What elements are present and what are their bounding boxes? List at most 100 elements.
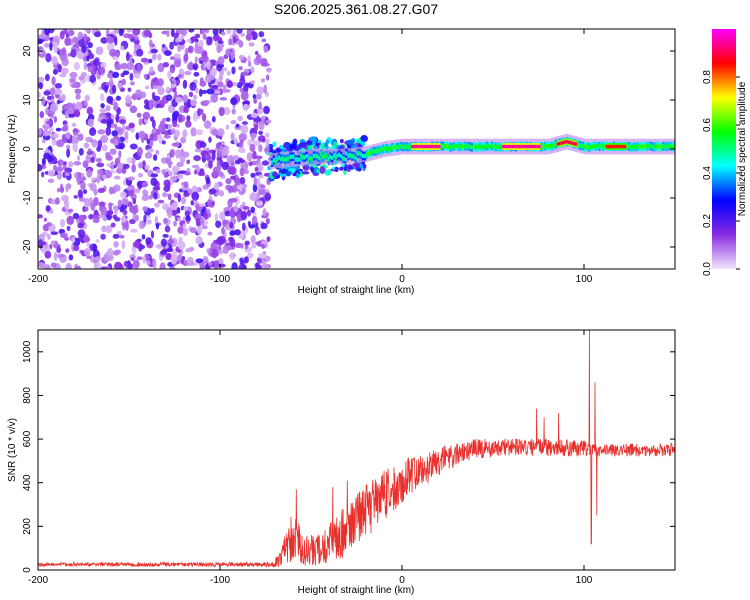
snr-y-ticks: 0 200 400 600 800 1000 <box>22 340 675 573</box>
noise-cell <box>152 53 157 58</box>
noise-cell <box>77 172 82 180</box>
ridge-core <box>584 144 587 150</box>
peak-cell <box>560 141 563 145</box>
colorbar-tick-label: 0.6 <box>702 118 713 132</box>
noise-cell <box>238 54 245 60</box>
peak-cell <box>527 144 530 149</box>
noise-cell <box>182 223 187 229</box>
ridge-core <box>602 144 605 149</box>
noise-cell <box>78 147 84 156</box>
noise-cell <box>72 36 79 43</box>
noise-cell <box>86 55 90 62</box>
noise-cell <box>261 38 267 43</box>
peak-cell <box>420 144 423 149</box>
ridge-core <box>378 147 381 153</box>
ridge-core <box>276 156 279 162</box>
noise-cell <box>121 78 126 86</box>
noise-cell <box>262 62 270 67</box>
ridge-core <box>451 144 454 150</box>
noise-cell <box>78 214 85 224</box>
noise-cell <box>258 144 263 153</box>
noise-cell <box>203 211 208 220</box>
peak-cell <box>514 144 518 149</box>
noise-cell <box>265 119 272 124</box>
noise-cell <box>251 215 258 225</box>
peak-cell <box>569 140 572 145</box>
noise-cell <box>229 222 234 229</box>
noise-cell <box>266 74 270 81</box>
noise-cell <box>255 93 262 100</box>
noise-cell <box>183 192 190 198</box>
ridge-core <box>482 145 485 150</box>
snr-panel: -200 -100 0 100 0 200 400 600 800 1000 Height of… <box>7 329 676 596</box>
noise-cell <box>66 131 71 140</box>
noise-cell <box>82 236 91 243</box>
noise-cell <box>190 261 195 266</box>
noise-cell <box>127 87 132 92</box>
ridge-core <box>347 153 350 159</box>
peak-cell <box>438 144 441 149</box>
peak-cell <box>518 144 521 149</box>
ridge-core <box>658 144 661 149</box>
ridge-core <box>460 144 463 149</box>
noise-cell <box>83 142 90 149</box>
noise-cell <box>199 60 204 64</box>
ridge-core <box>593 143 596 149</box>
ridge-core <box>671 144 674 150</box>
peak-cell <box>609 144 612 149</box>
peak-cell <box>436 144 439 149</box>
noise-cell <box>164 225 171 233</box>
peak-cell <box>505 144 508 149</box>
noise-cell <box>80 181 86 191</box>
noise-cell <box>121 167 127 174</box>
noise-cell <box>254 50 259 56</box>
ridge-core <box>454 143 457 149</box>
noise-cell <box>97 129 106 135</box>
noise-cell <box>185 120 192 128</box>
peak-cell <box>605 144 609 149</box>
noise-cell <box>164 50 172 56</box>
noise-cell <box>52 68 59 75</box>
noise-cell <box>64 37 72 46</box>
colorbar: 0.0 0.2 0.4 0.6 0.8 Normalized spectral ampl… <box>702 29 748 276</box>
y-tick-label: 20 <box>22 45 33 57</box>
noise-cell <box>131 245 137 255</box>
noise-cell <box>63 29 68 35</box>
peak-cell <box>431 144 434 149</box>
ridge-core <box>270 160 274 165</box>
noise-cell <box>113 29 121 34</box>
noise-cell <box>250 235 256 244</box>
noise-cell <box>186 115 191 122</box>
noise-cell <box>157 53 162 61</box>
noise-cell <box>195 129 204 136</box>
noise-cell <box>218 257 224 266</box>
noise-cell <box>56 187 61 193</box>
noise-cell <box>184 70 192 76</box>
noise-cell <box>45 205 51 212</box>
noise-cell <box>182 228 189 236</box>
colorbar-scale <box>712 29 736 269</box>
noise-cell <box>153 80 161 86</box>
ridge-core <box>325 153 328 158</box>
peak-cell <box>507 144 510 149</box>
noise-cell <box>259 184 266 189</box>
noise-cell <box>231 66 236 75</box>
noise-cell <box>53 251 58 262</box>
noise-cell <box>83 101 88 106</box>
noise-cell <box>237 115 244 122</box>
ridge-core <box>292 154 295 159</box>
noise-cell <box>166 29 170 38</box>
noise-cell <box>233 229 241 236</box>
colorbar-tick-label: 0.8 <box>702 70 713 84</box>
noise-cell <box>207 231 213 236</box>
noise-cell <box>91 177 96 182</box>
noise-cell <box>49 87 56 97</box>
peak-cell <box>618 144 621 149</box>
ridge-core <box>329 154 332 159</box>
noise-cell <box>68 107 75 115</box>
noise-cell <box>68 161 74 168</box>
noise-cell <box>41 158 46 165</box>
noise-cell <box>141 181 149 188</box>
noise-cell <box>168 161 172 169</box>
